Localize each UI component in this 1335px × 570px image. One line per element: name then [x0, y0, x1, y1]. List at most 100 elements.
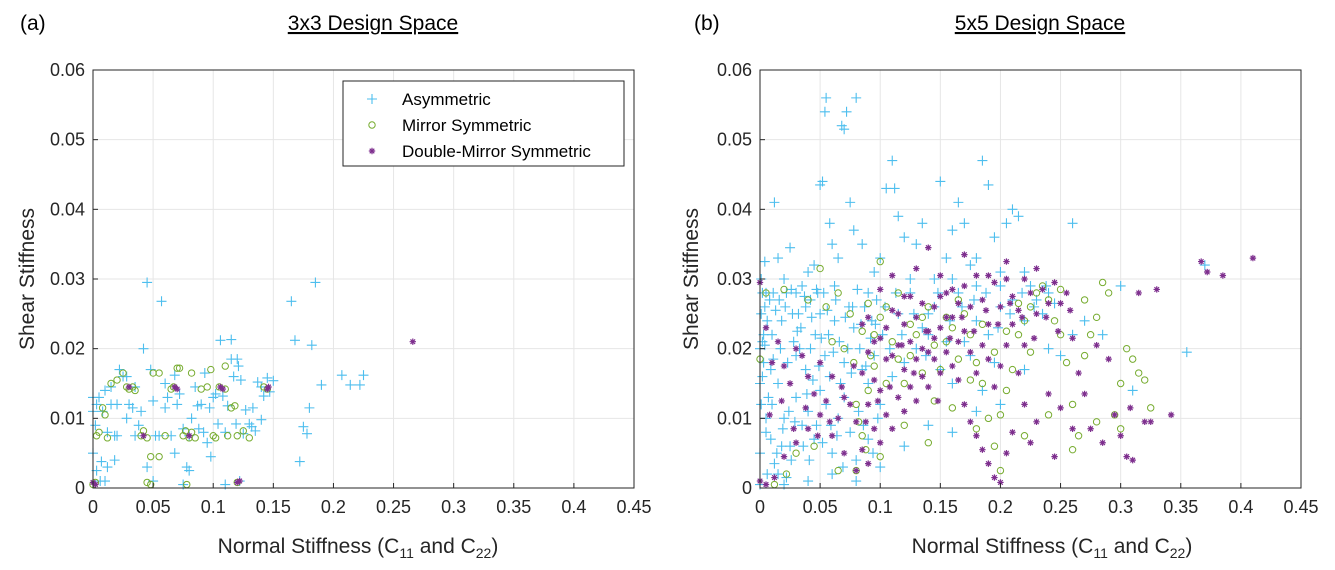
- panel-b-point-double-mirror-symmetric: [792, 345, 800, 352]
- panel-b-point-double-mirror-symmetric: [943, 289, 950, 297]
- panel-b-point-double-mirror-symmetric: [1003, 449, 1010, 457]
- panel-b-point-double-mirror-symmetric: [1003, 258, 1010, 265]
- panel-b-point-double-mirror-symmetric: [858, 446, 866, 453]
- panel-b-point-asymmetric: [779, 274, 790, 284]
- panel-b-point-asymmetric: [851, 455, 862, 466]
- panel-a-point-asymmetric: [162, 392, 173, 403]
- panel-b-point-asymmetric: [773, 253, 784, 264]
- panel-b-point-double-mirror-symmetric: [997, 479, 1004, 486]
- panel-b-point-mirror-symmetric: [780, 285, 788, 294]
- panel-a-point-mirror-symmetric: [175, 364, 184, 372]
- panel-b-point-double-mirror-symmetric: [1153, 286, 1160, 293]
- panel-b-point-double-mirror-symmetric: [828, 432, 836, 439]
- panel-a-xtick-label: 0.15: [256, 497, 291, 517]
- panel-a-point-mirror-symmetric: [98, 404, 107, 412]
- panel-b-point-asymmetric: [959, 218, 970, 229]
- panel-b-point-asymmetric: [759, 301, 770, 312]
- panel-b-point-mirror-symmetric: [942, 338, 951, 346]
- panel-b-point-mirror-symmetric: [828, 338, 836, 346]
- panel-a-point-asymmetric: [336, 370, 347, 381]
- panel-b-point-mirror-symmetric: [1128, 355, 1137, 363]
- panel-b-point-double-mirror-symmetric: [937, 293, 944, 300]
- panel-b-point-asymmetric: [765, 364, 776, 375]
- panel-b-point-mirror-symmetric: [1014, 299, 1023, 308]
- panel-b-point-asymmetric: [899, 232, 910, 243]
- panel-b-point-asymmetric: [801, 388, 812, 399]
- panel-b-point-asymmetric: [773, 469, 784, 480]
- legend-marker-symbol: [368, 121, 376, 129]
- panel-b-point-asymmetric: [851, 92, 862, 103]
- panel-b-point-mirror-symmetric: [906, 320, 914, 328]
- panel-b-point-mirror-symmetric: [1044, 411, 1053, 419]
- panel-b-point-asymmetric: [899, 441, 910, 452]
- panel-b-point-double-mirror-symmetric: [865, 314, 872, 321]
- panel-b-point-asymmetric: [845, 427, 856, 438]
- panel-b-point-mirror-symmetric: [846, 310, 854, 318]
- panel-b-point-double-mirror-symmetric: [1081, 390, 1088, 398]
- panel-b-point-asymmetric: [839, 124, 850, 135]
- panel-b-point-asymmetric: [806, 312, 817, 323]
- panel-b-point-mirror-symmetric: [834, 466, 842, 475]
- panel-b-point-asymmetric: [953, 197, 964, 208]
- panel-b-point-asymmetric: [971, 315, 982, 326]
- panel-b-point-asymmetric: [965, 260, 976, 271]
- legend: Asymmetric Mirror Symmetric Double-Mirro…: [342, 80, 625, 167]
- panel-b-point-double-mirror-symmetric: [934, 397, 942, 405]
- panel-a-point-asymmetric: [358, 370, 369, 381]
- panel-b-point-asymmetric: [821, 92, 832, 103]
- panel-a-xtick-label: 0.25: [376, 497, 411, 517]
- panel-b-point-double-mirror-symmetric: [1030, 335, 1038, 342]
- panel-b-point-double-mirror-symmetric: [946, 335, 954, 342]
- panel-b-point-double-mirror-symmetric: [997, 303, 1004, 311]
- panel-a-point-mirror-symmetric: [103, 434, 112, 442]
- panel-a-xtick-label: 0.2: [321, 497, 346, 517]
- panel-b-point-asymmetric: [1067, 218, 1078, 229]
- panel-b-point-mirror-symmetric: [782, 470, 791, 478]
- panel-b-point-asymmetric: [807, 375, 818, 386]
- panel-b-point-asymmetric: [870, 319, 881, 330]
- panel-b-point-mirror-symmetric: [1002, 386, 1011, 395]
- panel-b-point-asymmetric: [762, 315, 773, 326]
- panel-b-point-double-mirror-symmetric: [883, 324, 890, 331]
- panel-b-point-asymmetric: [1079, 315, 1090, 326]
- panel-b-point-double-mirror-symmetric: [1045, 390, 1052, 398]
- panel-a-point-mirror-symmetric: [187, 369, 196, 377]
- panel-b-point-double-mirror-symmetric: [991, 279, 998, 286]
- panel-b-point-mirror-symmetric: [1080, 351, 1089, 360]
- panel-a-point-asymmetric: [90, 420, 101, 431]
- panel-b-point-double-mirror-symmetric: [1141, 418, 1148, 426]
- panel-b-point-double-mirror-symmetric: [871, 425, 878, 432]
- panel-b-point-asymmetric: [792, 326, 803, 337]
- panel-b-point-double-mirror-symmetric: [780, 453, 788, 460]
- panel-b-point-double-mirror-symmetric: [1123, 453, 1130, 460]
- panel-b-point-asymmetric: [995, 280, 1006, 291]
- panel-b-point-asymmetric: [1055, 350, 1066, 361]
- panel-b-point-asymmetric: [837, 462, 848, 473]
- panel-b-point-asymmetric: [800, 301, 811, 312]
- panel-a-ticks: 0 0.05 0.1 0.15 0.2 0.25 0.3 0.35 0.4 0.45 0 0.01 0.…: [50, 60, 652, 517]
- panel-b-point-asymmetric: [911, 239, 922, 250]
- panel-b-point-mirror-symmetric: [1116, 379, 1125, 388]
- panel-b-point-asymmetric: [917, 218, 928, 229]
- panel-a-xtick-label: 0.3: [441, 497, 466, 517]
- panel-a-point-mirror-symmetric: [119, 369, 127, 377]
- panel-b-point-double-mirror-symmetric: [1111, 411, 1118, 419]
- panel-a-point-double-mirror-symmetric: [265, 383, 272, 391]
- panel-b-point-double-mirror-symmetric: [967, 418, 974, 426]
- panel-b-point-mirror-symmetric: [924, 439, 933, 447]
- panel-a-point-asymmetric: [247, 402, 258, 413]
- panel-a-point-mirror-symmetric: [95, 428, 103, 436]
- panel-a-point-asymmetric: [102, 462, 113, 473]
- panel-b-point-mirror-symmetric: [1026, 303, 1035, 311]
- panel-b-point-mirror-symmetric: [948, 404, 957, 412]
- panel-a-point-asymmetric: [198, 427, 209, 438]
- panel-a-xlabel: Normal Stiffness (C11 and C22): [218, 535, 499, 561]
- panel-a-point-asymmetric: [345, 379, 356, 390]
- panel-b-point-mirror-symmetric: [978, 320, 987, 328]
- panel-b-point-double-mirror-symmetric: [1006, 300, 1014, 307]
- panel-b-point-double-mirror-symmetric: [798, 352, 806, 359]
- panel-a-point-asymmetric: [142, 277, 153, 288]
- panel-b-point-double-mirror-symmetric: [877, 387, 884, 394]
- panel-b-point-double-mirror-symmetric: [804, 373, 812, 380]
- panel-b-point-double-mirror-symmetric: [943, 314, 950, 321]
